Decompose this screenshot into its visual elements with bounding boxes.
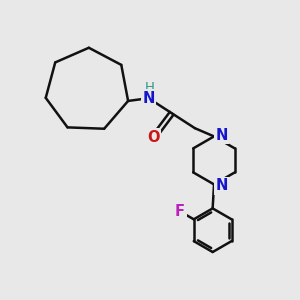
Text: N: N [215,178,228,193]
Text: F: F [175,204,185,219]
Text: N: N [215,128,228,142]
Text: H: H [145,81,154,94]
Text: O: O [147,130,159,145]
Text: N: N [142,91,155,106]
